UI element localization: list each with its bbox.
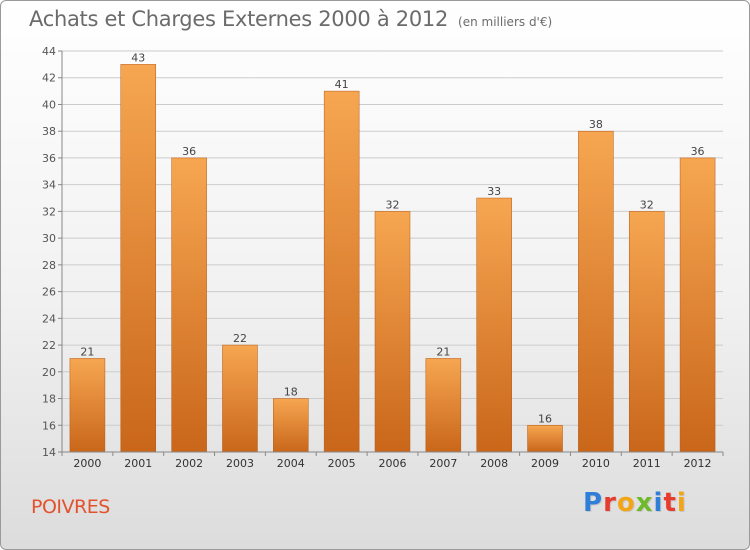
bar [374, 211, 411, 453]
y-tick-label: 44 [42, 45, 56, 58]
bar [628, 211, 665, 453]
data-label: 21 [436, 345, 450, 358]
y-tick-label: 38 [42, 125, 56, 138]
x-tick-label: 2007 [429, 457, 457, 470]
logo-letter: P [583, 488, 604, 518]
bar [273, 398, 309, 453]
y-tick-label: 20 [42, 366, 56, 379]
x-tick-label: 2002 [175, 457, 203, 470]
y-tick-label: 16 [42, 419, 56, 432]
data-label: 32 [386, 198, 400, 211]
y-tick-label: 34 [42, 179, 56, 192]
x-tick-label: 2006 [379, 457, 407, 470]
y-tick-label: 24 [42, 312, 56, 325]
y-tick-label: 32 [42, 205, 56, 218]
data-label: 41 [335, 78, 349, 91]
data-label: 18 [284, 386, 298, 399]
y-tick-label: 26 [42, 286, 56, 299]
bar [120, 64, 157, 453]
data-label: 36 [182, 145, 196, 158]
bar [171, 157, 207, 453]
axes: 14 16 18 20 22 24 26 28 30 32 34 36 38 40 42 44 2000 2001… [42, 45, 724, 470]
y-tick-label: 18 [42, 393, 56, 406]
data-label: 21 [80, 345, 94, 358]
data-label: 16 [538, 412, 552, 425]
x-tick-label: 2003 [226, 457, 254, 470]
x-tick-label: 2011 [633, 457, 661, 470]
chart-subtitle: (en milliers d'€) [458, 15, 553, 29]
bar [679, 157, 716, 453]
data-label: 43 [131, 51, 145, 64]
bars: 21 43 36 22 18 41 32 21 33 16 38 32 36 [69, 51, 716, 453]
town-name: POIVRES [31, 496, 110, 518]
data-label: 22 [233, 332, 247, 345]
x-tick-label: 2004 [277, 457, 305, 470]
bar [527, 425, 563, 453]
y-tick-label: 22 [42, 339, 56, 352]
data-label: 33 [487, 185, 501, 198]
logo-letter: r [603, 488, 617, 518]
data-label: 38 [589, 118, 603, 131]
logo-letter: x [635, 488, 654, 518]
bar [69, 358, 106, 453]
y-tick-label: 14 [42, 446, 56, 459]
proxiti-logo[interactable]: Proxiti [583, 488, 687, 518]
bar [578, 130, 614, 453]
title-text: Achats et Charges Externes 2000 à 2012 [29, 7, 449, 31]
logo-letter: i [676, 488, 687, 518]
bar [425, 358, 462, 453]
y-tick-label: 40 [42, 98, 56, 111]
x-tick-label: 2012 [684, 457, 712, 470]
x-tick-label: 2008 [480, 457, 508, 470]
y-tick-label: 42 [42, 72, 56, 85]
data-label: 36 [691, 145, 705, 158]
x-tick-label: 2010 [582, 457, 610, 470]
y-tick-label: 30 [42, 232, 56, 245]
data-label: 32 [640, 198, 654, 211]
y-tick-label: 28 [42, 259, 56, 272]
logo-letter: o [616, 488, 636, 518]
x-tick-label: 2001 [124, 457, 152, 470]
bar [476, 197, 512, 453]
x-tick-label: 2000 [73, 457, 101, 470]
y-tick-label: 36 [42, 152, 56, 165]
x-tick-label: 2009 [531, 457, 559, 470]
chart-title: Achats et Charges Externes 2000 à 2012 (e… [29, 7, 552, 31]
logo-letter: i [653, 488, 664, 518]
logo-letter: t [663, 488, 677, 518]
bar [323, 90, 360, 453]
bar [222, 344, 258, 453]
x-tick-label: 2005 [328, 457, 356, 470]
